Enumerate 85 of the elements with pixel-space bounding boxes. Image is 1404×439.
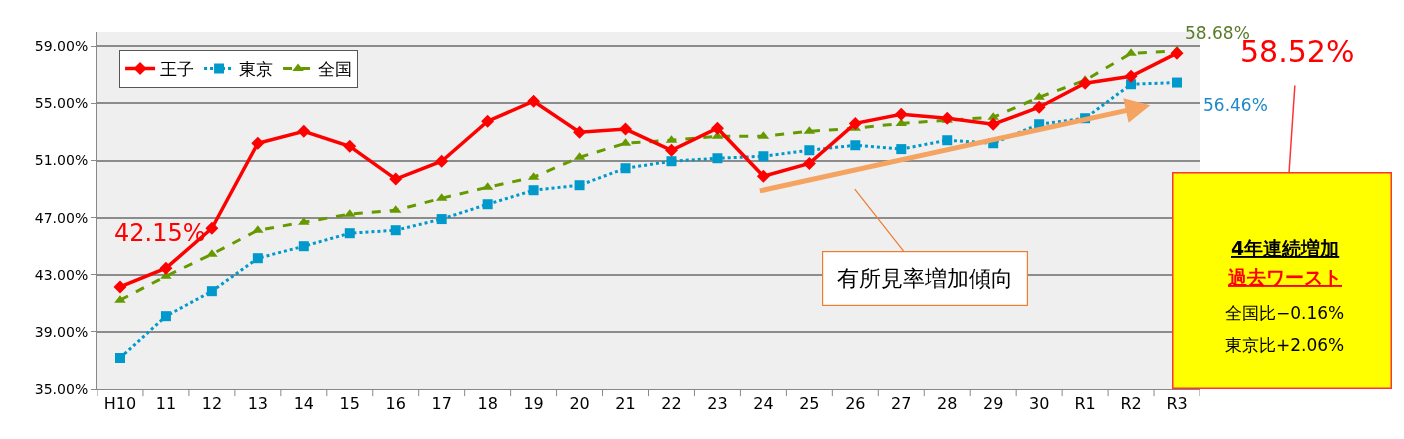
point [343, 139, 357, 153]
point [620, 163, 631, 174]
y-tick-label: 35.00% [34, 380, 89, 397]
y-tick-label: 55.00% [34, 95, 89, 112]
x-tick-label: 28 [937, 394, 958, 414]
x-tick-label: 24 [753, 394, 774, 414]
x-tick-label: 26 [845, 394, 866, 414]
point [942, 135, 953, 146]
x-tick-label: 20 [569, 394, 590, 414]
legend-label: 全国 [318, 59, 353, 80]
point [114, 353, 125, 364]
x-tick-label: 12 [201, 394, 223, 414]
point [986, 117, 1000, 131]
point [848, 116, 862, 130]
x-tick-label: 18 [477, 394, 498, 414]
point [940, 111, 954, 125]
x-tick-label: 14 [293, 394, 314, 414]
point [482, 199, 493, 210]
x-tick-label: H10 [103, 394, 137, 414]
x-tick-label: 21 [615, 394, 636, 414]
x-tick-label: 27 [891, 394, 912, 414]
point [756, 169, 770, 183]
y-tick-label: 39.00% [34, 323, 89, 340]
point [113, 280, 127, 294]
legend-label: 東京 [239, 59, 274, 80]
x-tick-label: 19 [523, 394, 544, 414]
point [850, 140, 861, 151]
text: 全国比−0.16% [1225, 303, 1345, 323]
x-tick-label: 16 [385, 394, 406, 414]
y-tick-label: 59.00% [34, 38, 89, 55]
point [436, 214, 447, 225]
point [666, 156, 677, 167]
x-tick-label: R2 [1120, 394, 1142, 414]
point [159, 261, 173, 275]
point [574, 180, 585, 191]
point [527, 94, 541, 108]
x-tick-label: 17 [431, 394, 452, 414]
annotation: 42.15% [114, 219, 206, 247]
point [573, 125, 587, 139]
x-tick-label: 13 [247, 394, 269, 414]
y-tick-label: 47.00% [34, 209, 89, 226]
text: 過去ワースト [1227, 266, 1342, 288]
point [896, 144, 907, 155]
point [297, 124, 311, 138]
point [252, 253, 263, 264]
x-tick-label: 25 [799, 394, 820, 414]
x-tick-label: 22 [661, 394, 682, 414]
point [1124, 69, 1138, 83]
point [251, 136, 265, 150]
point [1172, 77, 1183, 88]
point [619, 122, 633, 136]
annotation: 56.46% [1203, 95, 1268, 115]
point [712, 153, 723, 164]
point [1032, 100, 1046, 114]
point [1170, 46, 1184, 60]
point [344, 228, 355, 239]
x-tick-label: R1 [1074, 394, 1096, 414]
point [389, 172, 403, 186]
x-tick-label: 11 [155, 394, 177, 414]
text: 4年連続増加 [1231, 237, 1340, 259]
point [664, 143, 678, 157]
point [481, 114, 495, 128]
point [528, 185, 539, 196]
annotation: 有所見率増加傾向 [837, 266, 1014, 292]
x-tick-label: 15 [339, 394, 360, 414]
legend-label: 王子 [160, 59, 195, 80]
x-tick-label: 23 [707, 394, 728, 414]
x-tick-label: 30 [1028, 394, 1050, 414]
point [298, 241, 309, 252]
point [758, 151, 769, 162]
point [160, 311, 171, 322]
point [1078, 76, 1092, 90]
point [205, 221, 219, 235]
text: 東京比+2.06% [1225, 335, 1345, 355]
point [894, 107, 908, 121]
y-tick-label: 51.00% [34, 152, 89, 169]
y-tick-label: 43.00% [34, 266, 89, 283]
point [206, 286, 217, 297]
point [802, 156, 816, 170]
x-tick-label: 29 [983, 394, 1004, 414]
point [804, 145, 815, 156]
x-tick-label: R3 [1166, 394, 1188, 414]
point [390, 225, 401, 236]
point [435, 154, 449, 168]
point [710, 121, 724, 135]
